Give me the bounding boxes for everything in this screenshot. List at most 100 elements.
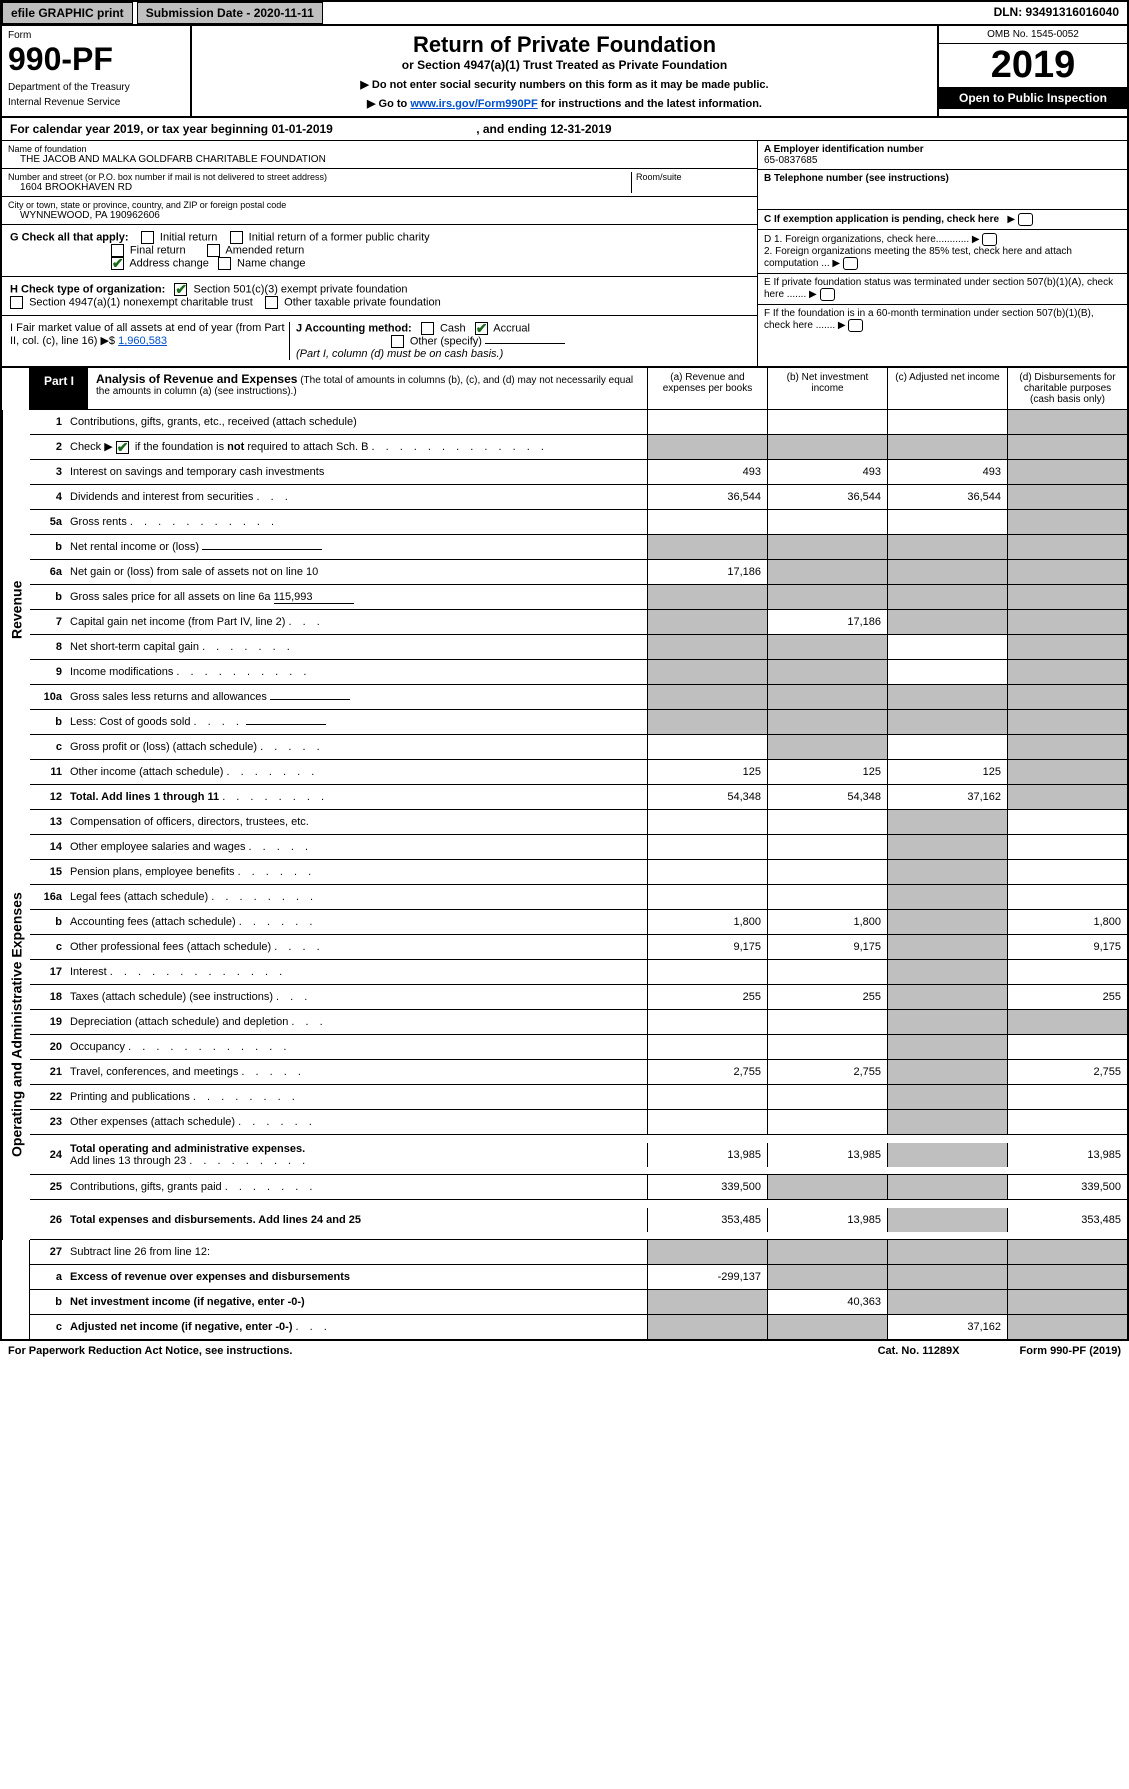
checkbox-name-change[interactable] xyxy=(218,257,231,270)
row-5b: bNet rental income or (loss) xyxy=(30,535,1127,560)
fmv-link[interactable]: 1,960,583 xyxy=(118,335,167,347)
city-label: City or town, state or province, country… xyxy=(8,200,751,210)
r4-b: 36,544 xyxy=(767,485,887,509)
revenue-sidelabel: Revenue xyxy=(2,410,30,810)
row-25: 25Contributions, gifts, grants paid . . … xyxy=(30,1175,1127,1200)
g-initial-former: Initial return of a former public charit… xyxy=(249,231,430,243)
irs-link[interactable]: www.irs.gov/Form990PF xyxy=(410,98,537,110)
part1-head: Part I Analysis of Revenue and Expenses … xyxy=(30,368,1127,410)
checkbox-sch-b[interactable] xyxy=(116,441,129,454)
r4-a: 36,544 xyxy=(647,485,767,509)
row-2: 2Check ▶ if the foundation is not requir… xyxy=(30,435,1127,460)
summary-table: 27Subtract line 26 from line 12: aExcess… xyxy=(2,1240,1127,1339)
row-27: 27Subtract line 26 from line 12: xyxy=(30,1240,1127,1265)
r26-d: 353,485 xyxy=(1007,1208,1127,1232)
row-16b: bAccounting fees (attach schedule) . . .… xyxy=(30,910,1127,935)
omb-number: OMB No. 1545-0052 xyxy=(939,26,1127,44)
r10c-desc: Gross profit or (loss) (attach schedule)… xyxy=(66,739,647,755)
name-label: Name of foundation xyxy=(8,144,751,154)
row-6a: 6aNet gain or (loss) from sale of assets… xyxy=(30,560,1127,585)
checkbox-4947[interactable] xyxy=(10,296,23,309)
section-f: F If the foundation is in a 60-month ter… xyxy=(758,305,1127,335)
r11-desc: Other income (attach schedule) . . . . .… xyxy=(66,764,647,780)
checkbox-initial-return[interactable] xyxy=(141,231,154,244)
checkbox-d1[interactable] xyxy=(982,233,997,246)
r10a-desc: Gross sales less returns and allowances xyxy=(66,689,647,705)
checkbox-501c3[interactable] xyxy=(174,283,187,296)
r27b-desc: Net investment income (if negative, ente… xyxy=(66,1294,647,1310)
checkbox-e[interactable] xyxy=(820,288,835,301)
ein-cell: A Employer identification number 65-0837… xyxy=(758,141,1127,170)
r5b-desc: Net rental income or (loss) xyxy=(66,539,647,555)
g-name: Name change xyxy=(237,257,306,269)
r5a-desc: Gross rents . . . . . . . . . . . xyxy=(66,514,647,530)
efile-print-button[interactable]: efile GRAPHIC print xyxy=(2,2,133,24)
r23-desc: Other expenses (attach schedule) . . . .… xyxy=(66,1114,647,1130)
row-10c: cGross profit or (loss) (attach schedule… xyxy=(30,735,1127,760)
r19-desc: Depreciation (attach schedule) and deple… xyxy=(66,1014,647,1030)
checkbox-other-method[interactable] xyxy=(391,335,404,348)
form-title: Return of Private Foundation xyxy=(198,32,931,58)
r16b-desc: Accounting fees (attach schedule) . . . … xyxy=(66,914,647,930)
footer-right: Form 990-PF (2019) xyxy=(1020,1345,1121,1357)
checkbox-initial-former[interactable] xyxy=(230,231,243,244)
r1-desc: Contributions, gifts, grants, etc., rece… xyxy=(66,414,647,430)
row-22: 22Printing and publications . . . . . . … xyxy=(30,1085,1127,1110)
info-grid: Name of foundation THE JACOB AND MALKA G… xyxy=(2,141,1127,368)
checkbox-c[interactable] xyxy=(1018,213,1033,226)
r2-desc: Check ▶ if the foundation is not require… xyxy=(66,438,647,456)
checkbox-accrual[interactable] xyxy=(475,322,488,335)
r18-b: 255 xyxy=(767,985,887,1009)
r10b-desc: Less: Cost of goods sold . . . . xyxy=(66,714,647,730)
checkbox-cash[interactable] xyxy=(421,322,434,335)
r24-b: 13,985 xyxy=(767,1143,887,1167)
checkbox-address-change[interactable] xyxy=(111,257,124,270)
section-g: G Check all that apply: Initial return I… xyxy=(2,225,757,277)
cal-pre: For calendar year 2019, or tax year begi… xyxy=(10,122,271,136)
section-c: C If exemption application is pending, c… xyxy=(758,210,1127,230)
row-23: 23Other expenses (attach schedule) . . .… xyxy=(30,1110,1127,1135)
col-c-header: (c) Adjusted net income xyxy=(887,368,1007,409)
r24-a: 13,985 xyxy=(647,1143,767,1167)
form-document: efile GRAPHIC print Submission Date - 20… xyxy=(0,0,1129,1341)
r21-b: 2,755 xyxy=(767,1060,887,1084)
part1-badge: Part I xyxy=(30,368,88,409)
r27c-c: 37,162 xyxy=(887,1315,1007,1339)
j-note: (Part I, column (d) must be on cash basi… xyxy=(296,348,503,360)
row-9: 9Income modifications . . . . . . . . . … xyxy=(30,660,1127,685)
row-11: 11Other income (attach schedule) . . . .… xyxy=(30,760,1127,785)
r18-d: 255 xyxy=(1007,985,1127,1009)
r3-desc: Interest on savings and temporary cash i… xyxy=(66,464,647,480)
r12-b: 54,348 xyxy=(767,785,887,809)
checkbox-amended[interactable] xyxy=(207,244,220,257)
row-10a: 10aGross sales less returns and allowanc… xyxy=(30,685,1127,710)
r3-c: 493 xyxy=(887,460,1007,484)
r12-desc: Total. Add lines 1 through 11 . . . . . … xyxy=(66,789,647,805)
ein-value: 65-0837685 xyxy=(764,155,817,166)
cal-end: 12-31-2019 xyxy=(550,122,611,136)
c-label: C If exemption application is pending, c… xyxy=(764,214,999,225)
row-6b: bGross sales price for all assets on lin… xyxy=(30,585,1127,610)
expenses-table: Operating and Administrative Expenses 13… xyxy=(2,810,1127,1240)
revenue-table: Revenue 1Contributions, gifts, grants, e… xyxy=(2,410,1127,810)
r12-a: 54,348 xyxy=(647,785,767,809)
part1-header-row: Part I Analysis of Revenue and Expenses … xyxy=(2,368,1127,410)
part1-title: Analysis of Revenue and Expenses xyxy=(96,372,297,386)
row-27b: bNet investment income (if negative, ent… xyxy=(30,1290,1127,1315)
dept-irs: Internal Revenue Service xyxy=(8,97,184,108)
r16c-a: 9,175 xyxy=(647,935,767,959)
part1-title-cell: Analysis of Revenue and Expenses (The to… xyxy=(88,368,647,409)
expenses-rows: 13Compensation of officers, directors, t… xyxy=(30,810,1127,1240)
checkbox-f[interactable] xyxy=(848,319,863,332)
checkbox-d2[interactable] xyxy=(843,257,858,270)
row-27a: aExcess of revenue over expenses and dis… xyxy=(30,1265,1127,1290)
r13-desc: Compensation of officers, directors, tru… xyxy=(66,814,647,830)
r4-desc: Dividends and interest from securities .… xyxy=(66,489,647,505)
row-10b: bLess: Cost of goods sold . . . . xyxy=(30,710,1127,735)
checkbox-other-taxable[interactable] xyxy=(265,296,278,309)
form-subtitle: or Section 4947(a)(1) Trust Treated as P… xyxy=(198,58,931,72)
r15-desc: Pension plans, employee benefits . . . .… xyxy=(66,864,647,880)
col-d-header: (d) Disbursements for charitable purpose… xyxy=(1007,368,1127,409)
h-other: Other taxable private foundation xyxy=(284,296,441,308)
form-note-2: ▶ Go to www.irs.gov/Form990PF for instru… xyxy=(198,97,931,110)
